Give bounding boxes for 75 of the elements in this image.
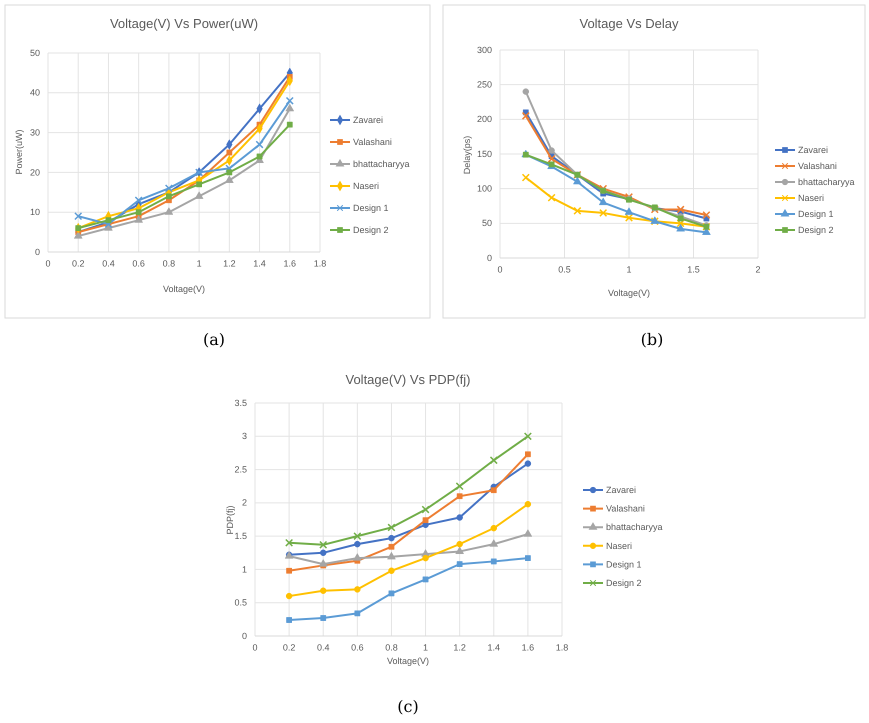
legend-label: Naseri xyxy=(606,540,632,551)
legend-label: Design 2 xyxy=(353,225,389,235)
x-tick-label: 0.8 xyxy=(385,642,398,652)
y-tick-label: 250 xyxy=(476,80,492,90)
legend-label: Naseri xyxy=(798,193,824,203)
x-tick-label: 1 xyxy=(423,642,428,652)
chart-title: Voltage Vs Delay xyxy=(579,16,679,31)
x-tick-label: 0.2 xyxy=(282,642,296,652)
legend-label: Zavarei xyxy=(353,115,384,125)
legend-label: Valashani xyxy=(606,504,645,514)
text: (c) xyxy=(397,697,419,716)
x-tick-label: 0 xyxy=(252,642,258,652)
x-tick-label: 0 xyxy=(45,258,51,268)
y-tick-label: 150 xyxy=(476,148,492,159)
y-tick-label: 1.5 xyxy=(234,531,247,542)
x-tick-label: 1.6 xyxy=(522,642,534,652)
legend-label: Design 1 xyxy=(353,203,389,213)
x-tick-label: 0.6 xyxy=(351,642,364,652)
legend-label: Valashani xyxy=(798,161,837,171)
x-tick-label: 1.2 xyxy=(453,642,466,652)
y-tick-label: 0.5 xyxy=(234,598,247,608)
y-tick-label: 0 xyxy=(242,630,247,641)
legend-label: Design 2 xyxy=(606,578,642,588)
y-axis-title: Delay(ps) xyxy=(462,136,472,174)
y-tick-label: 3 xyxy=(242,431,247,442)
x-tick-label: 0.4 xyxy=(316,642,330,652)
x-axis-title: Voltage(V) xyxy=(608,288,650,298)
y-axis-title: PDP(fj) xyxy=(225,506,235,534)
x-axis-title: Voltage(V) xyxy=(386,656,430,666)
legend-label: Design 1 xyxy=(798,209,834,219)
y-tick-label: 1 xyxy=(242,564,247,574)
x-tick-label: 1.5 xyxy=(687,264,700,274)
chart-title: Voltage(V) Vs PDP(fj) xyxy=(346,372,470,387)
legend-label: Design 2 xyxy=(798,225,834,235)
x-tick-label: 0.5 xyxy=(558,264,571,274)
legend-label: Design 1 xyxy=(606,559,642,570)
x-tick-label: 1.4 xyxy=(253,258,266,268)
legend-label: Zavarei xyxy=(798,145,828,155)
x-tick-label: 1.4 xyxy=(488,642,500,652)
y-tick-label: 50 xyxy=(30,48,40,58)
x-tick-label: 0.8 xyxy=(162,258,176,268)
legend-label: Zavarei xyxy=(606,485,636,495)
y-tick-label: 0 xyxy=(34,246,40,257)
x-tick-label: 1.8 xyxy=(314,258,326,268)
x-tick-label: 0.2 xyxy=(72,258,84,268)
legend-label: bhattacharyya xyxy=(606,522,663,532)
y-tick-label: 100 xyxy=(476,184,492,194)
text: (b) xyxy=(640,330,664,349)
y-tick-label: 30 xyxy=(30,127,40,138)
x-tick-label: 0.6 xyxy=(132,258,145,268)
y-axis-title: Power(uW) xyxy=(14,129,24,175)
x-tick-label: 1.2 xyxy=(223,258,236,268)
legend-label: bhattacharyya xyxy=(353,159,410,169)
x-tick-label: 0 xyxy=(497,264,503,274)
y-tick-label: 40 xyxy=(30,88,40,98)
y-tick-label: 2.5 xyxy=(234,464,247,474)
y-tick-label: 200 xyxy=(476,114,492,124)
legend-label: Naseri xyxy=(353,181,380,191)
x-tick-label: 2 xyxy=(755,264,761,274)
x-tick-label: 1.8 xyxy=(556,642,568,652)
x-axis-title: Voltage(V) xyxy=(162,284,206,294)
text: (a) xyxy=(202,330,226,349)
y-tick-label: 3.5 xyxy=(234,398,247,408)
y-tick-label: 10 xyxy=(30,207,40,218)
x-tick-label: 0.4 xyxy=(102,258,115,268)
legend-label: Valashani xyxy=(353,137,392,147)
x-tick-label: 1 xyxy=(196,258,202,268)
y-tick-label: 50 xyxy=(482,218,492,228)
y-tick-label: 20 xyxy=(30,167,40,178)
y-tick-label: 2 xyxy=(242,498,247,508)
x-tick-label: 1.6 xyxy=(284,258,296,268)
legend-label: bhattacharyya xyxy=(798,177,855,187)
y-tick-label: 300 xyxy=(476,44,492,55)
x-tick-label: 1 xyxy=(626,264,632,274)
chart-title: Voltage(V) Vs Power(uW) xyxy=(110,16,258,31)
